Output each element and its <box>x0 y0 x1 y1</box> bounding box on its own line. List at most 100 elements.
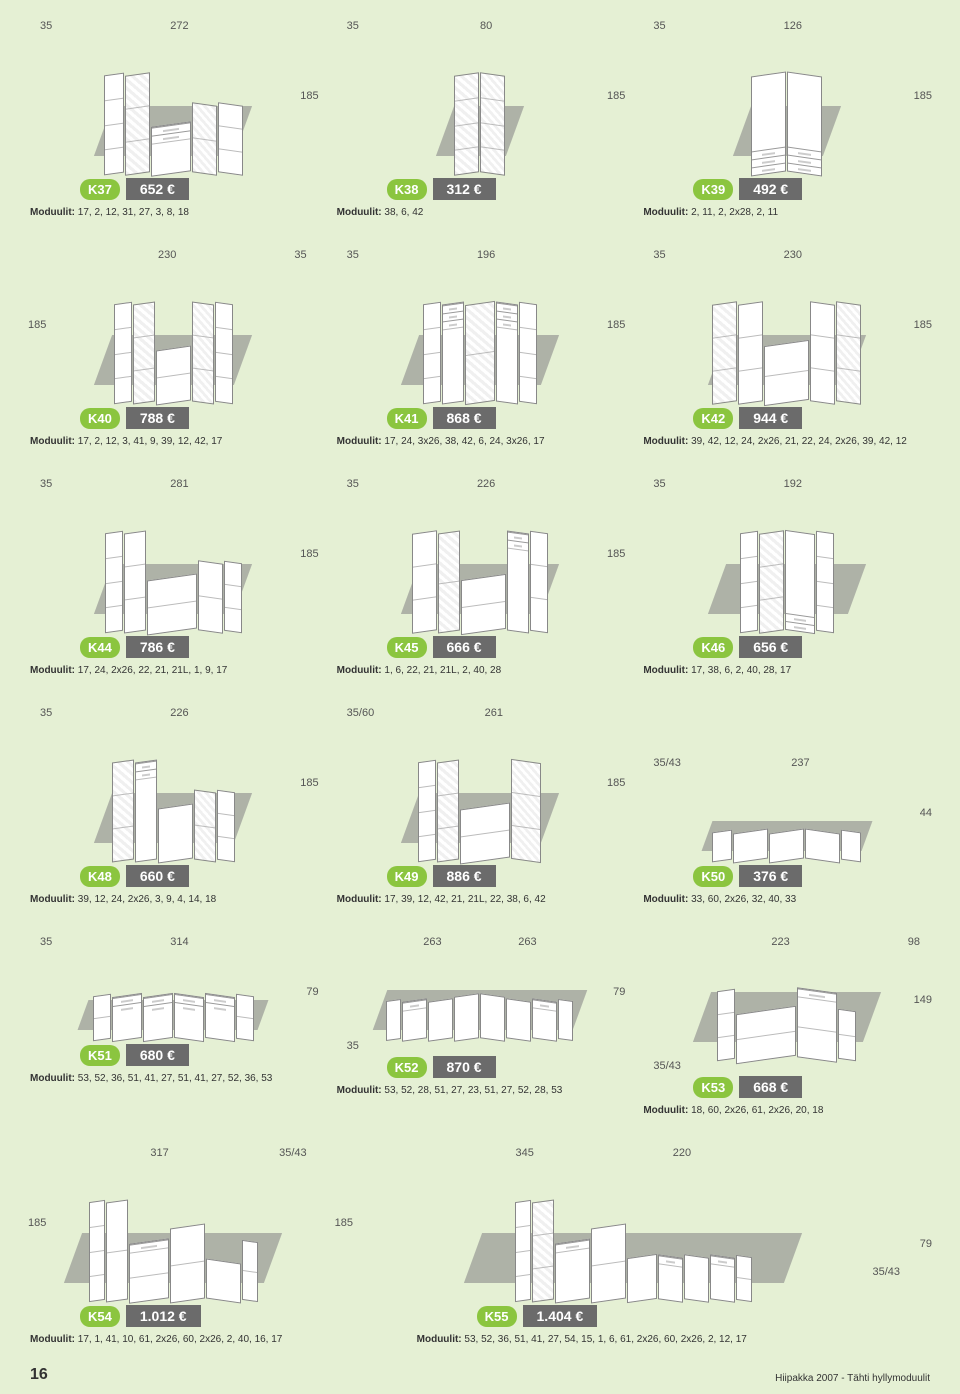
drawing: 185 <box>337 34 624 174</box>
dim-width: 272 <box>170 20 188 32</box>
price: 660 € <box>126 865 189 887</box>
price: 868 € <box>433 407 496 429</box>
drawing: 185 <box>30 721 317 861</box>
dim-height: 149 <box>914 994 932 1006</box>
dim-width: 126 <box>784 20 802 32</box>
page-footer: 16 Hiipakka 2007 - Tähti hyllymoduulit <box>30 1366 930 1384</box>
dim-depth: 35 <box>653 20 665 32</box>
dim-depth: 35 <box>40 478 52 490</box>
code-badge: K52 <box>387 1057 427 1078</box>
modules: Moduulit: 17, 1, 41, 10, 61, 2x26, 60, 2… <box>30 1333 317 1346</box>
page-number: 16 <box>30 1366 48 1384</box>
modules: Moduulit: 17, 2, 12, 3, 41, 9, 39, 12, 4… <box>30 435 317 448</box>
drawing: 79 <box>30 950 317 1040</box>
drawing: 185 <box>643 263 930 403</box>
dim-height: 185 <box>300 90 318 102</box>
code-badge: K55 <box>477 1306 517 1327</box>
item-k37: 35 272 185 K37 652 € Moduulit: 17, 2, 12, … <box>30 20 317 219</box>
price: 656 € <box>739 636 802 658</box>
modules: Moduulit: 39, 12, 24, 2x26, 3, 9, 4, 14,… <box>30 893 317 906</box>
item-k53: 22398 149 35/43 K53668 € Moduulit: 18, 6… <box>643 936 930 1117</box>
price: 944 € <box>739 407 802 429</box>
modules: Moduulit: 53, 52, 36, 51, 41, 27, 51, 41… <box>30 1072 317 1085</box>
dim-width2: 98 <box>908 936 920 948</box>
price: 870 € <box>433 1056 496 1078</box>
drawing: 44 <box>643 771 930 861</box>
code-badge: K54 <box>80 1306 120 1327</box>
price: 1.012 € <box>126 1305 201 1327</box>
dim-width2: 220 <box>673 1147 691 1159</box>
dim-width: 314 <box>170 936 188 948</box>
dim-depth: 35 <box>653 478 665 490</box>
modules: Moduulit: 17, 38, 6, 2, 40, 28, 17 <box>643 664 930 677</box>
dim-height: 185 <box>28 1217 46 1229</box>
code-badge: K39 <box>693 179 733 200</box>
price: 680 € <box>126 1044 189 1066</box>
price: 886 € <box>433 865 496 887</box>
dim-width: 263 <box>423 936 441 948</box>
drawing: 185 <box>337 263 624 403</box>
item-k49: 35/60261 185 K49886 € Moduulit: 17, 39, … <box>337 707 624 906</box>
price: 788 € <box>126 407 189 429</box>
code-badge: K49 <box>387 866 427 887</box>
dim-height: 185 <box>300 777 318 789</box>
drawing: 185 <box>30 263 317 403</box>
item-k38: 3580 185 K38312 € Moduulit: 38, 6, 42 <box>337 20 624 219</box>
dim-height: 185 <box>607 777 625 789</box>
drawing: 149 <box>643 950 930 1060</box>
modules: Moduulit: 17, 24, 2x26, 22, 21, 21L, 1, … <box>30 664 317 677</box>
price: 1.404 € <box>523 1305 598 1327</box>
dim-width: 196 <box>477 249 495 261</box>
modules: Moduulit: 53, 52, 28, 51, 27, 23, 51, 27… <box>337 1084 624 1097</box>
item-k48: 35 226 185 K48 660 € Moduulit: 39, 12, 24,… <box>30 707 317 906</box>
dim-height2: 79 <box>920 1238 932 1250</box>
code-badge: K46 <box>693 637 733 658</box>
dim-depth: 35 <box>40 20 52 32</box>
dim-height: 185 <box>607 548 625 560</box>
dim-depth: 35/43 <box>653 1060 681 1072</box>
drawing <box>643 492 930 632</box>
dim-height: 185 <box>607 319 625 331</box>
code-badge: K37 <box>80 179 120 200</box>
code-badge: K48 <box>80 866 120 887</box>
item-k52: 263263 79 35 K52870 € Moduulit: 53, 52, … <box>337 936 624 1117</box>
item-k46: 35 192 K46 656 € Moduulit: 17, 38, 6, 2, 4… <box>643 478 930 677</box>
dim-width: 192 <box>784 478 802 490</box>
dim-width: 237 <box>791 757 809 769</box>
item-k50: 35/43237 44 K50376 € Moduulit: 33, 60, 2… <box>643 707 930 906</box>
dim-height: 185 <box>28 319 46 331</box>
dim-width: 261 <box>485 707 503 719</box>
code-badge: K45 <box>387 637 427 658</box>
dim-depth: 35 <box>347 478 359 490</box>
code-badge: K53 <box>693 1077 733 1098</box>
dim-depth: 35/43 <box>279 1147 307 1159</box>
dim-depth: 35/43 <box>653 757 681 769</box>
drawing: 185 79 35/43 <box>337 1161 930 1301</box>
modules: Moduulit: 17, 2, 12, 31, 27, 3, 8, 18 <box>30 206 317 219</box>
item-k45: 35226 185 K45666 € Moduulit: 1, 6, 22, 2… <box>337 478 624 677</box>
price: 652 € <box>126 178 189 200</box>
code-badge: K50 <box>693 866 733 887</box>
drawing: 185 <box>643 34 930 174</box>
dim-height: 185 <box>607 90 625 102</box>
dim-height: 185 <box>335 1217 353 1229</box>
dim-height: 79 <box>613 986 625 998</box>
dim-height: 185 <box>914 90 932 102</box>
dim-depth: 35 <box>347 249 359 261</box>
item-k55: 345220 185 79 35/43 K551.404 € Moduulit:… <box>337 1147 930 1346</box>
dim-width: 226 <box>170 707 188 719</box>
dim-depth: 35 <box>40 707 52 719</box>
item-k41: 35196 185 K41868 € Moduulit: 17, 24, 3x2… <box>337 249 624 448</box>
dim-width: 223 <box>771 936 789 948</box>
dim-height: 44 <box>920 807 932 819</box>
dim-width: 281 <box>170 478 188 490</box>
code-badge: K51 <box>80 1045 120 1066</box>
dim-width: 345 <box>516 1147 534 1159</box>
dim-depth: 35 <box>653 249 665 261</box>
dim-depth: 35 <box>347 20 359 32</box>
footer-text: Hiipakka 2007 - Tähti hyllymoduulit <box>775 1373 930 1384</box>
code-badge: K41 <box>387 408 427 429</box>
dim-width: 317 <box>150 1147 168 1159</box>
item-k42: 35230 185 K42944 € Moduulit: 39, 42, 12,… <box>643 249 930 448</box>
dim-width: 226 <box>477 478 495 490</box>
